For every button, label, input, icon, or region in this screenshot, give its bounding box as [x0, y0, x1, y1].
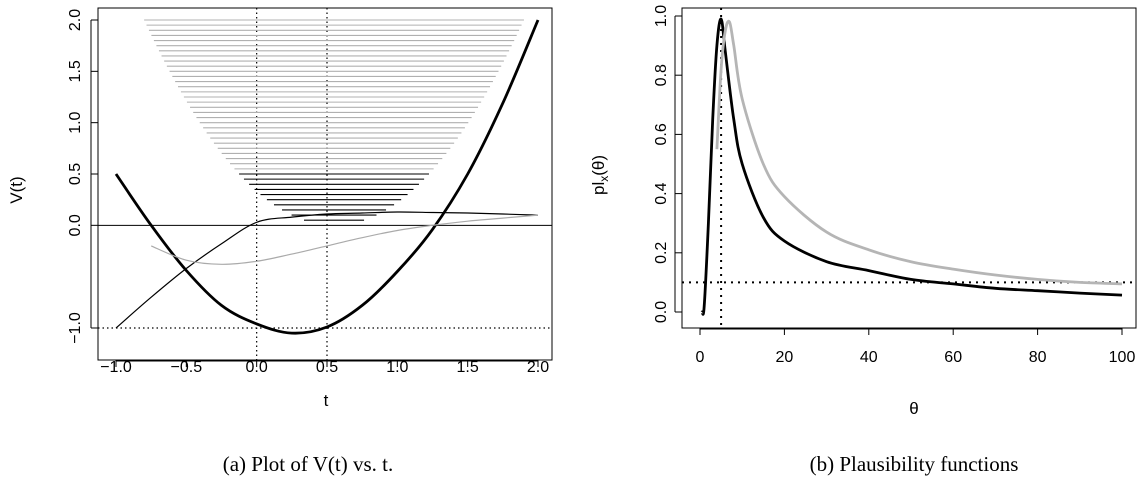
y-tick-label: −1.0 — [67, 312, 84, 344]
y-tick-label: 2.0 — [67, 9, 84, 31]
plot-b-ylabel-main: pl — [589, 182, 608, 195]
plot-b-ylabel-suffix: (θ) — [589, 155, 608, 176]
plot-a-xlabel: t — [324, 391, 329, 410]
x-tick-label: 0.0 — [246, 359, 268, 376]
y-tick-label: 0.4 — [653, 182, 670, 204]
plot-b-frame — [681, 7, 1137, 329]
x-tick-label: 80 — [1029, 349, 1047, 366]
x-tick-label: −1.0 — [100, 359, 132, 376]
y-tick-label: 0.5 — [67, 163, 84, 185]
x-tick-label: 100 — [1109, 349, 1136, 366]
series-line-1 — [115, 211, 539, 329]
x-tick-label: 1.5 — [457, 359, 479, 376]
plot-b-y-axis: 0.0 0.2 0.4 0.6 0.8 1.0 — [653, 5, 682, 323]
series-line-0 — [114, 19, 540, 335]
x-tick-label: 0.5 — [316, 359, 338, 376]
y-tick-label: 1.0 — [67, 111, 84, 133]
plot-a-horizontal-segments — [144, 19, 524, 221]
plot-a-y-axis: −1.0 0.0 0.5 1.0 1.5 2.0 — [67, 9, 98, 344]
plot-b-xlabel: θ — [909, 399, 918, 418]
x-tick-label: 2.0 — [527, 359, 549, 376]
plot-a-frame — [97, 7, 553, 361]
plot-b-caption: (b) Plausibility functions — [810, 452, 1019, 476]
x-tick-label: 20 — [776, 349, 794, 366]
x-tick-label: −0.5 — [171, 359, 203, 376]
plot-b-ylabel: plx(θ) — [589, 155, 611, 195]
series-line-1 — [715, 19, 1123, 286]
x-tick-label: 1.0 — [386, 359, 408, 376]
x-tick-label: 40 — [860, 349, 878, 366]
y-tick-label: 0.6 — [653, 123, 670, 145]
y-tick-label: 0.0 — [653, 301, 670, 323]
y-tick-label: 0.0 — [67, 214, 84, 236]
plot-a-caption: (a) Plot of V(t) vs. t. — [223, 452, 394, 476]
series-line-0 — [700, 17, 1123, 316]
y-tick-label: 0.8 — [653, 64, 670, 86]
series-line-2 — [150, 214, 539, 265]
plot-b-ylabel-subscript: x — [597, 176, 611, 182]
x-tick-label: 0 — [696, 349, 705, 366]
plot-a-x-axis: −1.0 −0.5 0.0 0.5 1.0 1.5 2.0 — [100, 359, 549, 376]
panel-a: −1.0 −0.5 0.0 0.5 1.0 1.5 2.0 −1.0 0.0 0.5 1.0 1.5… — [7, 7, 553, 476]
y-tick-label: 1.5 — [67, 60, 84, 82]
y-tick-label: 0.2 — [653, 242, 670, 264]
plot-b-series — [700, 17, 1123, 316]
plot-a-series — [114, 19, 540, 335]
y-tick-label: 1.0 — [653, 5, 670, 27]
panel-b: 0 20 40 60 80 100 0.0 0.2 0.4 0.6 0.8 1.0 θ plx(θ)… — [589, 5, 1137, 476]
x-tick-label: 60 — [944, 349, 962, 366]
plot-b-x-axis: 0 20 40 60 80 100 — [696, 328, 1136, 366]
plot-a-ylabel: V(t) — [7, 176, 26, 203]
